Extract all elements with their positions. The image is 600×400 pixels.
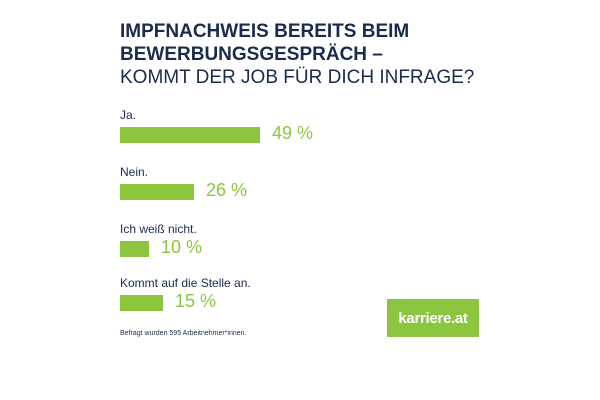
title-line-2: BEWERBUNGSGESPRÄCH – xyxy=(120,44,383,65)
value-label: 49 % xyxy=(272,123,314,143)
title-line-1: IMPFNACHWEIS BEREITS BEIM xyxy=(120,21,410,42)
bar xyxy=(120,295,163,311)
footnote: Befragt wurden 595 Arbeitnehmer*innen. xyxy=(120,330,247,337)
chart-title: IMPFNACHWEIS BEREITS BEIM BEWERBUNGSGESP… xyxy=(120,20,520,89)
bar xyxy=(120,127,260,143)
value-label: 15 % xyxy=(175,291,217,311)
category-label: Kommt auf die Stelle an. xyxy=(120,276,251,290)
value-label: 26 % xyxy=(206,180,248,200)
category-label: Ich weiß nicht. xyxy=(120,222,197,236)
category-label: Ja. xyxy=(120,108,137,122)
category-label: Nein. xyxy=(120,165,149,179)
value-label: 10 % xyxy=(161,237,203,257)
title-line-3: KOMMT DER JOB FÜR DICH INFRAGE? xyxy=(120,67,475,88)
bar xyxy=(120,184,194,200)
logo-text: karriere.at xyxy=(398,309,468,327)
bar xyxy=(120,241,149,257)
karriere-logo[interactable]: karriere.at xyxy=(387,299,479,337)
